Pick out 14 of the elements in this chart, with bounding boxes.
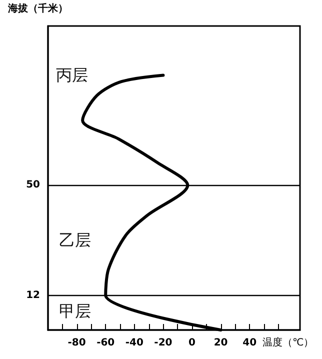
annotation: 丙层 [56, 66, 88, 84]
x-tick-label: 20 [214, 338, 228, 348]
y-tick-label: 50 [26, 180, 40, 191]
x-tick-label: -80 [68, 338, 86, 348]
x-tick-label: -20 [154, 338, 172, 348]
y-axis-title: 海拔（千米） [7, 2, 68, 14]
x-tick-label: -40 [125, 338, 144, 348]
x-tick-label: -60 [96, 338, 115, 348]
y-tick-label: 12 [26, 290, 40, 301]
x-tick-label: 0 [188, 338, 196, 348]
x-axis-title: 温度（℃） [262, 336, 314, 348]
annotation: 乙层 [59, 230, 91, 250]
x-tick-label: 40 [242, 338, 257, 348]
annotation: 甲层 [59, 302, 91, 320]
